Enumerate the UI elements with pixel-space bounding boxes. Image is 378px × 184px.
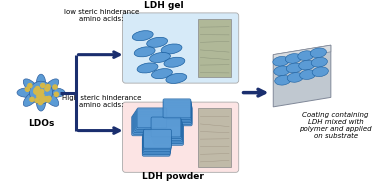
Circle shape — [46, 98, 50, 102]
Ellipse shape — [300, 70, 316, 79]
Circle shape — [40, 99, 44, 103]
Ellipse shape — [23, 79, 40, 95]
Circle shape — [35, 98, 39, 103]
Ellipse shape — [166, 73, 187, 83]
FancyBboxPatch shape — [134, 113, 164, 133]
FancyBboxPatch shape — [135, 111, 165, 131]
Circle shape — [37, 93, 42, 97]
FancyBboxPatch shape — [164, 104, 192, 123]
Circle shape — [28, 84, 32, 88]
Ellipse shape — [147, 37, 167, 47]
Polygon shape — [273, 45, 331, 107]
Ellipse shape — [286, 63, 302, 73]
Circle shape — [36, 86, 40, 91]
Circle shape — [46, 84, 50, 89]
Ellipse shape — [275, 75, 291, 85]
Text: low steric hinderance
amino acids:: low steric hinderance amino acids: — [64, 9, 139, 22]
Ellipse shape — [274, 66, 290, 76]
Text: Coating containing
LDH mixed with
polymer and applied
on substrate: Coating containing LDH mixed with polyme… — [299, 112, 372, 139]
FancyBboxPatch shape — [142, 137, 170, 156]
Circle shape — [45, 86, 50, 91]
Circle shape — [40, 89, 44, 93]
Circle shape — [54, 92, 59, 96]
Circle shape — [29, 81, 53, 104]
FancyBboxPatch shape — [144, 129, 171, 148]
Circle shape — [37, 94, 41, 98]
FancyBboxPatch shape — [132, 116, 161, 136]
Circle shape — [25, 87, 29, 91]
Ellipse shape — [137, 63, 158, 73]
Ellipse shape — [150, 52, 170, 63]
Circle shape — [34, 89, 38, 94]
FancyBboxPatch shape — [137, 108, 167, 128]
FancyBboxPatch shape — [143, 132, 171, 151]
FancyBboxPatch shape — [154, 125, 184, 145]
Ellipse shape — [134, 47, 155, 57]
Ellipse shape — [273, 56, 289, 66]
Circle shape — [53, 85, 57, 89]
Circle shape — [40, 96, 44, 100]
FancyBboxPatch shape — [151, 117, 181, 137]
Ellipse shape — [298, 51, 314, 60]
Circle shape — [40, 93, 44, 98]
Ellipse shape — [164, 57, 185, 67]
Text: LDOs: LDOs — [28, 119, 54, 128]
FancyBboxPatch shape — [198, 108, 231, 167]
Circle shape — [36, 90, 40, 94]
Circle shape — [34, 90, 39, 94]
Ellipse shape — [311, 57, 327, 67]
Ellipse shape — [23, 90, 40, 106]
Ellipse shape — [152, 69, 172, 79]
Circle shape — [47, 96, 51, 100]
Ellipse shape — [310, 48, 327, 58]
Ellipse shape — [36, 74, 46, 95]
FancyBboxPatch shape — [136, 109, 166, 129]
FancyBboxPatch shape — [152, 120, 182, 140]
FancyBboxPatch shape — [164, 107, 192, 126]
Circle shape — [38, 100, 43, 105]
FancyBboxPatch shape — [164, 105, 192, 124]
Text: LDH gel: LDH gel — [144, 1, 183, 10]
Ellipse shape — [299, 60, 315, 70]
Ellipse shape — [312, 67, 328, 77]
FancyBboxPatch shape — [143, 136, 170, 155]
Circle shape — [44, 97, 48, 101]
FancyBboxPatch shape — [122, 102, 239, 172]
Circle shape — [34, 88, 38, 92]
Circle shape — [36, 91, 40, 95]
FancyBboxPatch shape — [198, 19, 231, 77]
FancyBboxPatch shape — [163, 99, 191, 118]
Polygon shape — [273, 45, 331, 61]
FancyBboxPatch shape — [152, 119, 181, 139]
Ellipse shape — [161, 44, 182, 54]
FancyBboxPatch shape — [133, 114, 163, 134]
Text: High steric hinderance
amino acids:: High steric hinderance amino acids: — [62, 95, 141, 108]
Ellipse shape — [44, 88, 65, 97]
FancyBboxPatch shape — [143, 134, 170, 153]
Circle shape — [45, 87, 49, 91]
FancyBboxPatch shape — [153, 122, 183, 142]
Ellipse shape — [17, 88, 38, 97]
Text: LDH powder: LDH powder — [142, 172, 204, 181]
FancyBboxPatch shape — [163, 100, 191, 119]
Circle shape — [42, 98, 46, 102]
FancyBboxPatch shape — [153, 124, 183, 144]
FancyBboxPatch shape — [122, 13, 239, 83]
Ellipse shape — [36, 90, 46, 111]
Ellipse shape — [287, 73, 304, 82]
Ellipse shape — [132, 31, 153, 41]
Circle shape — [30, 97, 34, 102]
FancyBboxPatch shape — [164, 102, 191, 121]
Ellipse shape — [42, 79, 59, 95]
Ellipse shape — [285, 54, 302, 63]
FancyBboxPatch shape — [143, 131, 171, 150]
Circle shape — [39, 95, 43, 99]
Circle shape — [41, 83, 45, 88]
Ellipse shape — [42, 90, 59, 106]
